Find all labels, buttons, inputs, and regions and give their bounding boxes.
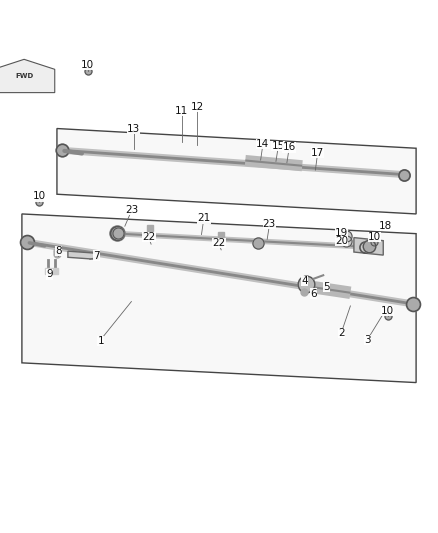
Polygon shape <box>22 214 416 383</box>
Text: 22: 22 <box>212 238 226 248</box>
Text: 9: 9 <box>46 269 53 279</box>
Text: 21: 21 <box>197 213 210 223</box>
Text: 10: 10 <box>33 191 46 201</box>
Text: 14: 14 <box>256 139 269 149</box>
Text: 2: 2 <box>338 328 345 338</box>
Text: 1: 1 <box>97 336 104 346</box>
Text: 15: 15 <box>272 141 285 151</box>
Text: 17: 17 <box>311 148 324 158</box>
Text: 7: 7 <box>93 251 100 261</box>
Text: 20: 20 <box>335 236 348 246</box>
Text: FWD: FWD <box>15 73 33 79</box>
Text: 10: 10 <box>368 232 381 242</box>
Text: 11: 11 <box>175 106 188 116</box>
Text: 4: 4 <box>301 276 308 286</box>
Text: 23: 23 <box>125 205 138 215</box>
Text: 8: 8 <box>55 246 62 256</box>
Text: 10: 10 <box>381 306 394 316</box>
Text: 3: 3 <box>364 335 371 345</box>
Text: 5: 5 <box>323 282 330 292</box>
Text: 23: 23 <box>263 219 276 229</box>
Text: 6: 6 <box>310 289 317 298</box>
Text: 18: 18 <box>379 221 392 231</box>
Text: 13: 13 <box>127 124 140 134</box>
Text: 16: 16 <box>283 142 296 152</box>
Text: 12: 12 <box>191 102 204 111</box>
Polygon shape <box>57 128 416 214</box>
Text: 19: 19 <box>335 228 348 238</box>
Text: 10: 10 <box>81 60 94 70</box>
Polygon shape <box>68 251 99 260</box>
Polygon shape <box>354 238 383 255</box>
Polygon shape <box>0 59 55 93</box>
Text: 22: 22 <box>142 232 155 242</box>
